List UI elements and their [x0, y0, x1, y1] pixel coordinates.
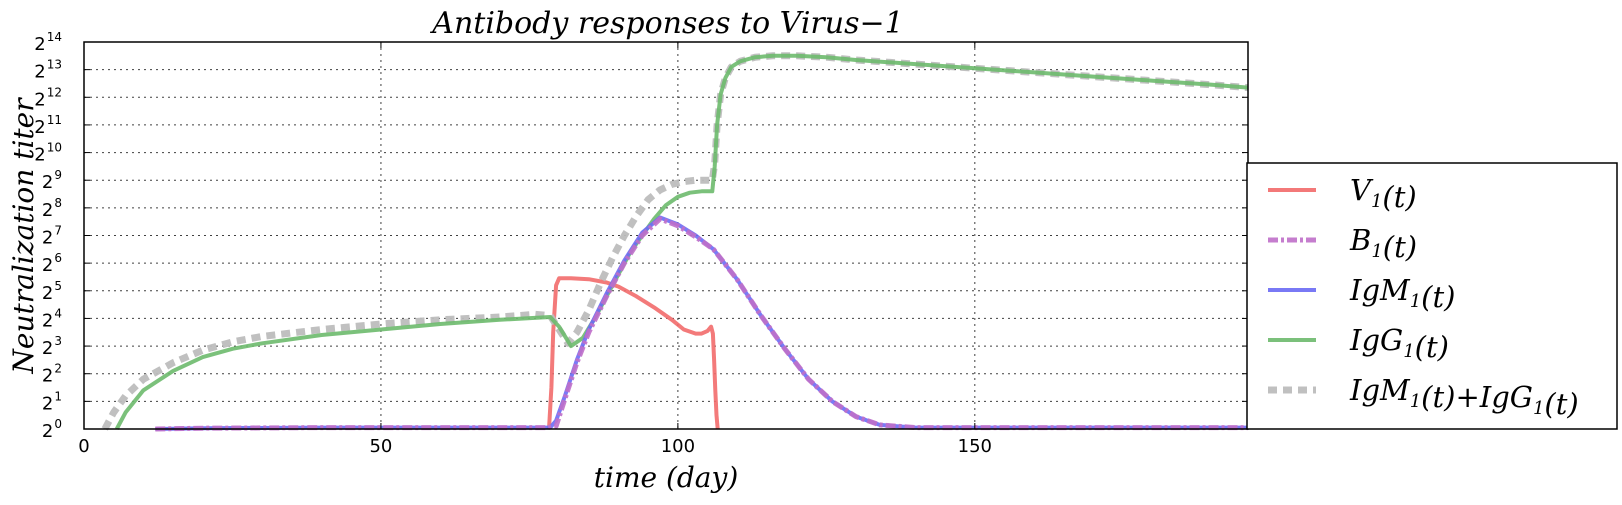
legend-label: B1(t): [1349, 223, 1417, 264]
legend-label: IgM1(t)+IgG1(t): [1349, 373, 1579, 421]
legend: V1(t) B1(t) IgM1(t) IgG1(t) IgM1(t)+IgG1(t): [1246, 162, 1618, 430]
y-tick-exponent: 7: [54, 224, 62, 238]
y-tick-exponent: 1: [54, 389, 62, 403]
grid-lines: [84, 42, 1248, 429]
y-tick-exponent: 12: [47, 85, 62, 99]
axis-ticks: 0 50 100 1502021222324252627282921021121221…: [34, 30, 1248, 457]
y-tick-exponent: 0: [54, 417, 62, 431]
y-tick-label: 21: [42, 389, 62, 414]
y-tick-exponent: 11: [47, 113, 62, 127]
series-line-0: [547, 276, 720, 430]
legend-label: V1(t): [1350, 173, 1417, 214]
y-tick-label: 214: [34, 30, 62, 55]
y-tick-label: 25: [42, 279, 62, 304]
series-line-3: [114, 53, 1249, 430]
y-tick-label: 23: [42, 334, 62, 359]
series-line-1: [155, 216, 1248, 432]
y-tick-exponent: 3: [54, 334, 62, 348]
y-tick-exponent: 8: [54, 196, 62, 210]
y-tick-exponent: 2: [54, 362, 62, 376]
chart-title: Antibody responses to Virus−1: [429, 6, 903, 41]
y-tick-exponent: 14: [47, 30, 62, 44]
y-tick-label: 26: [42, 251, 62, 276]
legend-label: IgM1(t): [1349, 273, 1455, 314]
y-tick-label: 213: [34, 58, 62, 83]
y-tick-exponent: 13: [47, 58, 62, 72]
y-tick-exponent: 10: [47, 141, 62, 155]
legend-frame: [1246, 162, 1618, 430]
y-tick-label: 22: [42, 362, 62, 387]
y-tick-exponent: 4: [54, 306, 62, 320]
y-tick-label: 20: [42, 417, 62, 442]
series-line-4: [101, 52, 1249, 431]
x-tick-label: 0: [78, 436, 89, 457]
y-tick-exponent: 5: [54, 279, 62, 293]
x-tick-label: 50: [369, 436, 392, 457]
x-tick-label: 150: [958, 436, 992, 457]
y-tick-exponent: 9: [54, 168, 62, 182]
y-tick-label: 29: [42, 168, 62, 193]
legend-label: IgG1(t): [1349, 323, 1449, 364]
x-tick-label: 100: [661, 436, 695, 457]
y-tick-exponent: 6: [54, 251, 62, 265]
y-tick-label: 28: [42, 196, 62, 221]
y-tick-label: 24: [42, 306, 62, 331]
series-line-2: [155, 215, 1248, 431]
y-axis-label: Neutralization titer: [7, 97, 40, 375]
x-axis-label: time (day): [594, 461, 739, 494]
y-tick-label: 27: [42, 224, 62, 249]
series-lines: [101, 52, 1249, 432]
